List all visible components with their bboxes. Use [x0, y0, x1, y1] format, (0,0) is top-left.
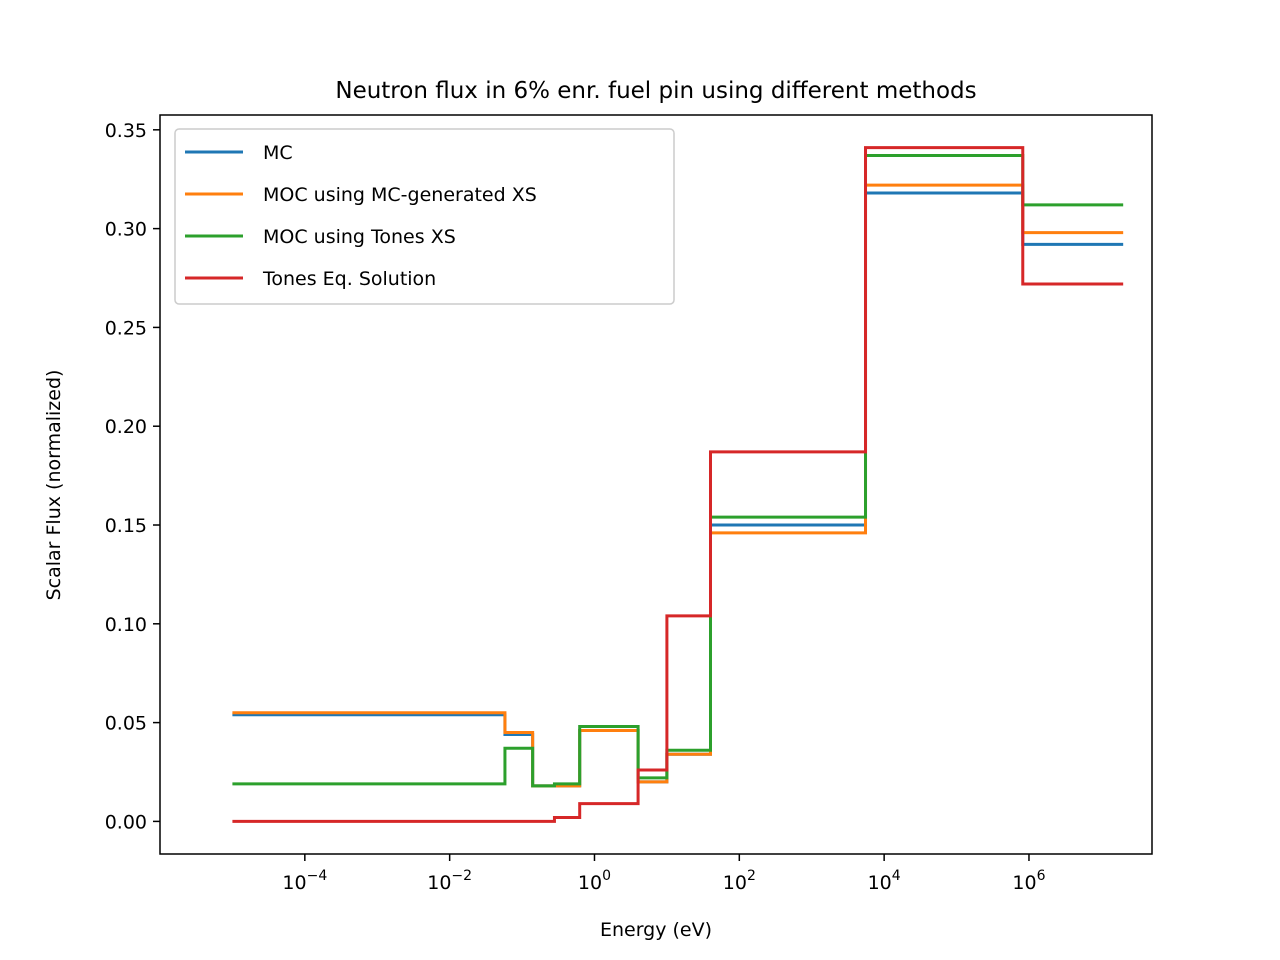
y-tick-label-2: 0.10 [105, 614, 147, 636]
x-axis-label: Energy (eV) [600, 919, 712, 941]
x-tick-label-2: 100 [578, 868, 611, 894]
series-line-3 [232, 146, 1124, 823]
x-tick-label-1: 10−2 [427, 868, 472, 894]
x-axis: 10−4 10−2 100 102 104 106 [282, 854, 1046, 894]
x-tick-label-5: 106 [1012, 868, 1045, 894]
y-tick-label-0: 0.00 [105, 811, 147, 833]
x-tick-label-4: 104 [868, 868, 901, 894]
series-layer [232, 146, 1124, 823]
y-tick-label-6: 0.30 [105, 219, 147, 241]
y-tick-label-4: 0.20 [105, 416, 147, 438]
y-tick-label-7: 0.35 [105, 120, 147, 142]
chart-title: Neutron flux in 6% enr. fuel pin using d… [335, 78, 976, 104]
legend-label-3: Tones Eq. Solution [262, 268, 436, 290]
legend: MC MOC using MC-generated XS MOC using Ton… [174, 128, 675, 305]
legend-label-1: MOC using MC-generated XS [263, 184, 537, 206]
y-tick-label-5: 0.25 [105, 317, 147, 339]
y-tick-label-1: 0.05 [105, 713, 147, 735]
y-axis: 0.00 0.05 0.10 0.15 0.20 0.25 0.30 0.35 [105, 120, 160, 833]
x-tick-label-0: 10−4 [282, 868, 327, 894]
y-axis-label: Scalar Flux (normalized) [43, 370, 65, 601]
x-tick-label-3: 102 [723, 868, 756, 894]
legend-box [174, 128, 675, 305]
y-tick-label-3: 0.15 [105, 515, 147, 537]
plot-frame [159, 114, 1153, 855]
legend-label-2: MOC using Tones XS [263, 226, 456, 248]
legend-label-0: MC [263, 142, 293, 164]
